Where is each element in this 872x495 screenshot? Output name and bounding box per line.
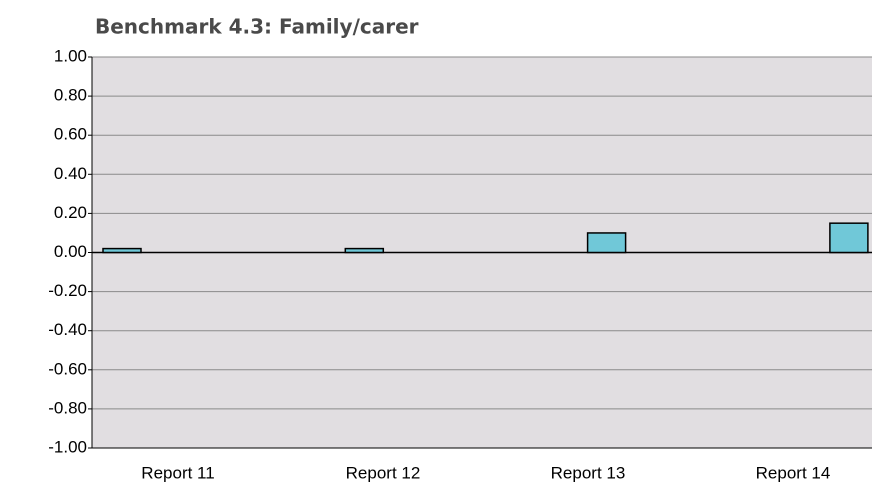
bar bbox=[102, 247, 142, 254]
y-tick-label: 0.80 bbox=[54, 86, 87, 105]
bar bbox=[829, 222, 869, 254]
y-tick-label: 0.00 bbox=[54, 242, 87, 261]
y-tick-label: -0.20 bbox=[48, 281, 87, 300]
y-tick-label: -0.80 bbox=[48, 398, 87, 417]
bar bbox=[586, 232, 627, 254]
x-tick-label: Report 11 bbox=[141, 463, 214, 482]
y-tick-label: 0.20 bbox=[54, 203, 87, 222]
y-tick-label: 0.60 bbox=[54, 125, 87, 144]
y-tick-label: -0.60 bbox=[48, 359, 87, 378]
y-tick-label: 0.40 bbox=[54, 164, 87, 183]
x-tick-label: Report 12 bbox=[346, 463, 421, 482]
y-tick-label: -1.00 bbox=[48, 437, 87, 456]
y-tick-label: -0.40 bbox=[48, 320, 87, 339]
y-tick-label: 1.00 bbox=[54, 46, 87, 65]
bar bbox=[344, 247, 385, 254]
x-tick-label: Report 13 bbox=[551, 463, 626, 482]
chart-title: Benchmark 4.3: Family/carer bbox=[95, 15, 419, 39]
x-tick-label: Report 14 bbox=[756, 463, 831, 482]
